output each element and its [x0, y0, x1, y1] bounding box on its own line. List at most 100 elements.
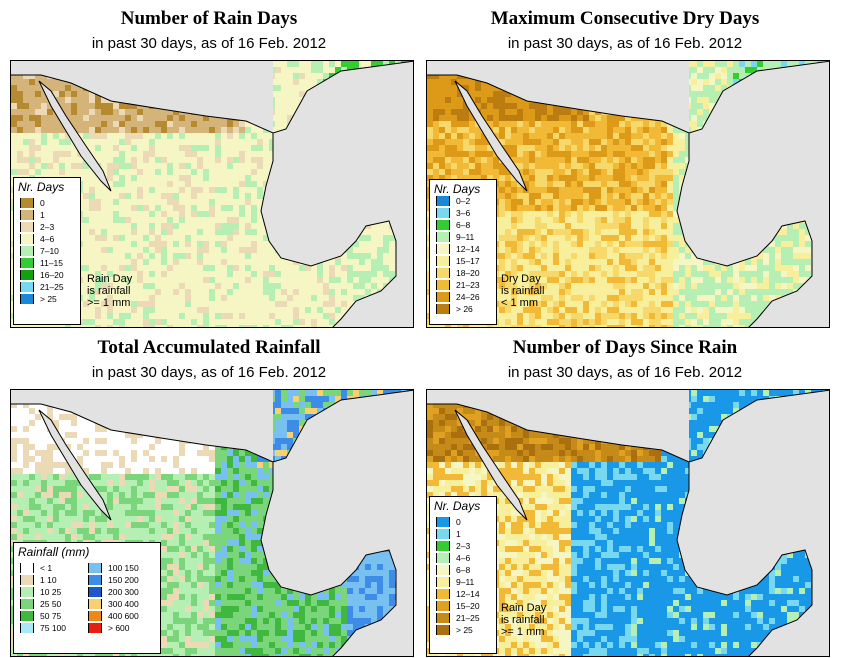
legend-swatch — [436, 268, 450, 278]
gulf-of-california — [38, 409, 112, 521]
legend-swatch — [436, 625, 450, 635]
note-line: >= 1 mm — [501, 626, 545, 638]
dry-days-panel: Maximum Consecutive Dry Days in past 30 … — [420, 8, 830, 328]
panel-subtitle: in past 30 days, as of 16 Feb. 2012 — [507, 364, 743, 381]
panel-title: Total Accumulated Rainfall — [97, 337, 321, 358]
legend-swatch — [436, 553, 450, 563]
legend-swatch — [436, 589, 450, 599]
legend-label: > 25 — [456, 625, 473, 635]
rain-days-map: Nr. Days 0 1 2–3 4–6 7–10 11–15 16–20 21–25 > 25… — [10, 60, 414, 328]
legend-label: > 25 — [40, 294, 57, 304]
total-rainfall-map: Rainfall (mm) < 1 1 10 10 25 25 50 50 75 75 1… — [10, 389, 414, 657]
legend-label: 2–3 — [40, 222, 55, 232]
legend-swatch — [20, 575, 34, 585]
total-rainfall-panel: Total Accumulated Rainfall in past 30 da… — [4, 337, 414, 657]
note-line: is rainfall — [501, 614, 545, 626]
dry-days-map: Nr. Days 0–2 3–6 6–8 9–11 12–14 15–17 18–20 21–… — [426, 60, 830, 328]
panel-subtitle: in past 30 days, as of 16 Feb. 2012 — [507, 35, 743, 52]
gulf-of-california — [454, 409, 528, 521]
legend: Nr. Days 0 1 2–3 4–6 7–10 11–15 16–20 21–25 > 25 — [13, 177, 81, 325]
days-since-rain-map: Nr. Days 0 1 2–3 4–6 6–8 9–11 12–14 15–20 21–25 >… — [426, 389, 830, 657]
coastline — [11, 390, 413, 656]
legend-label: 7–10 — [40, 246, 59, 256]
panel-subtitle: in past 30 days, as of 16 Feb. 2012 — [91, 35, 327, 52]
legend-swatch — [20, 282, 34, 292]
note-line: >= 1 mm — [87, 297, 131, 309]
legend-swatch — [88, 575, 102, 585]
note-line: < 1 mm — [501, 297, 538, 309]
legend-swatch — [436, 541, 450, 551]
gulf-of-california — [454, 80, 528, 192]
legend-label: 15–20 — [456, 601, 480, 611]
coastline — [11, 61, 413, 327]
legend-label: 6–8 — [456, 220, 471, 230]
legend-label: 1 — [456, 529, 461, 539]
legend-swatch — [436, 280, 450, 290]
legend-label: 0 — [456, 517, 461, 527]
legend-swatch — [20, 258, 34, 268]
legend-label: 6–8 — [456, 565, 471, 575]
legend-label: 200 300 — [108, 587, 139, 597]
coastline — [427, 61, 829, 327]
legend-title: Nr. Days — [18, 180, 65, 194]
legend-swatch — [88, 563, 102, 573]
legend-label: 12–14 — [456, 589, 480, 599]
legend-swatch — [436, 517, 450, 527]
legend-label: 75 100 — [40, 623, 66, 633]
rain-days-panel: Number of Rain Days in past 30 days, as … — [4, 8, 414, 328]
legend-swatch — [20, 611, 34, 621]
note-line: is rainfall — [501, 285, 545, 297]
legend-swatch — [88, 587, 102, 597]
legend-swatch — [20, 222, 34, 232]
legend-note: Rain Day is rainfall >= 1 mm — [87, 273, 132, 309]
legend-label: 21–25 — [40, 282, 64, 292]
legend-swatch — [436, 565, 450, 575]
legend-swatch — [88, 599, 102, 609]
days-since-rain-panel: Number of Days Since Rain in past 30 day… — [420, 337, 830, 657]
legend-label: 300 400 — [108, 599, 139, 609]
legend-label: 18–20 — [456, 268, 480, 278]
legend-swatch — [436, 220, 450, 230]
legend-label: 12–14 — [456, 244, 480, 254]
legend-title: Rainfall (mm) — [18, 545, 90, 559]
legend-swatch — [436, 529, 450, 539]
legend-swatch — [436, 577, 450, 587]
legend-swatch — [20, 198, 34, 208]
panel-title: Number of Days Since Rain — [512, 337, 738, 358]
legend-label: 1 — [40, 210, 45, 220]
legend-swatch — [436, 256, 450, 266]
legend-label: 4–6 — [456, 553, 471, 563]
legend-swatch — [436, 613, 450, 623]
panel-subtitle: in past 30 days, as of 16 Feb. 2012 — [91, 364, 327, 381]
legend-label: 0–2 — [456, 196, 471, 206]
legend-swatch — [436, 244, 450, 254]
map-canvas — [427, 390, 829, 656]
panel-title: Number of Rain Days — [120, 8, 298, 29]
legend-swatch — [436, 292, 450, 302]
legend-label: 15–17 — [456, 256, 480, 266]
legend-swatch — [88, 611, 102, 621]
legend-swatch — [20, 563, 34, 573]
panel-title: Maximum Consecutive Dry Days — [490, 8, 760, 29]
legend-swatch — [88, 623, 102, 633]
legend-swatch — [20, 623, 34, 633]
legend-swatch — [436, 232, 450, 242]
legend-note: Rain Day is rainfall >= 1 mm — [501, 602, 546, 638]
note-line: Rain Day — [87, 273, 133, 285]
legend: Rainfall (mm) < 1 1 10 10 25 25 50 50 75 75 1… — [13, 542, 161, 654]
legend-label: > 600 — [108, 623, 130, 633]
legend-label: 3–6 — [456, 208, 471, 218]
legend-label: 1 10 — [40, 575, 57, 585]
map-canvas — [11, 61, 413, 327]
legend-label: 11–15 — [40, 258, 64, 268]
legend-label: 4–6 — [40, 234, 55, 244]
legend-label: 9–11 — [456, 577, 475, 587]
legend-swatch — [436, 208, 450, 218]
legend-title: Nr. Days — [434, 499, 481, 513]
coastline — [427, 390, 829, 656]
legend-swatch — [436, 304, 450, 314]
note-line: is rainfall — [87, 285, 131, 297]
legend-label: 24–26 — [456, 292, 480, 302]
gulf-of-california — [38, 80, 112, 192]
legend-label: < 1 — [40, 563, 53, 573]
